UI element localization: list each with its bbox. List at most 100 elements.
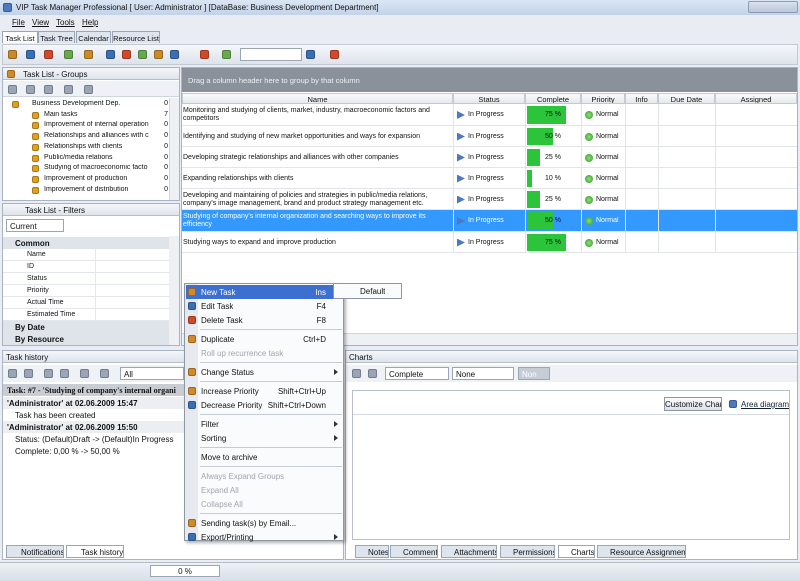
- tree-item[interactable]: Improvement of internal operation: [44, 121, 149, 129]
- panel-tab[interactable]: Resource Assignment: [597, 545, 686, 558]
- icon: [12, 101, 19, 108]
- tree-count: 0: [164, 185, 168, 193]
- filter-value[interactable]: [95, 249, 169, 261]
- submenu-arrow: [334, 435, 338, 441]
- menu-item[interactable]: [186, 285, 343, 299]
- submenu-arrow: [334, 534, 338, 540]
- icon: [8, 50, 17, 59]
- panel-tab[interactable]: Charts: [558, 545, 595, 558]
- tree-item[interactable]: Improvement of production: [44, 174, 128, 182]
- priority-icon: [585, 153, 593, 162]
- icon: [122, 50, 131, 59]
- tree-item[interactable]: Business Development Dep.: [32, 100, 121, 107]
- menu-label: Always Expand Groups: [201, 472, 285, 481]
- task-priority: Normal: [596, 132, 619, 140]
- combo[interactable]: Current: [6, 219, 64, 232]
- column-header[interactable]: Assigned: [715, 93, 797, 104]
- menu-item[interactable]: File: [12, 18, 25, 27]
- combo[interactable]: Non: [518, 367, 550, 380]
- task-status: In Progress: [468, 153, 504, 161]
- menu-label: Decrease Priority: [201, 401, 263, 410]
- menu-item[interactable]: Help: [82, 18, 99, 27]
- tree-item[interactable]: Improvement of distribution: [44, 185, 129, 193]
- menu-shortcut: F4: [316, 302, 326, 311]
- tree-item[interactable]: Relationships and alliances with c: [44, 132, 149, 140]
- icon: [306, 50, 315, 59]
- filter-value[interactable]: [95, 285, 169, 297]
- filter-value[interactable]: [95, 261, 169, 273]
- task-row[interactable]: [182, 104, 797, 126]
- task-name[interactable]: Studying of company's internal organizat…: [183, 213, 426, 228]
- column-header[interactable]: Priority: [581, 93, 625, 104]
- complete-bar: [527, 234, 566, 251]
- combo[interactable]: None: [452, 367, 514, 380]
- filter-value[interactable]: [95, 309, 169, 321]
- task-row[interactable]: [182, 168, 797, 189]
- task-status: In Progress: [468, 195, 504, 203]
- menu-label: Expand All: [201, 486, 239, 495]
- panel-tab[interactable]: Notes: [355, 545, 389, 558]
- task-name[interactable]: Developing and maintaining of policies a…: [183, 191, 428, 207]
- panel-tab[interactable]: Attachments: [441, 545, 497, 558]
- column-header[interactable]: Info: [625, 93, 658, 104]
- column-header[interactable]: Name: [182, 93, 453, 104]
- icon: [26, 85, 35, 94]
- panel-tab[interactable]: Permissions: [500, 545, 555, 558]
- combo[interactable]: All: [120, 367, 184, 380]
- task-row[interactable]: [182, 189, 797, 210]
- context-menu: [184, 283, 344, 541]
- filter-value[interactable]: [95, 297, 169, 309]
- task-name[interactable]: Expanding relationships with clients: [183, 174, 294, 182]
- submenu-item[interactable]: Default: [360, 287, 386, 296]
- link[interactable]: Area diagram: [741, 400, 790, 409]
- panel-tab[interactable]: Task history: [66, 545, 124, 558]
- view-tab[interactable]: Resource List: [112, 31, 160, 43]
- column-header[interactable]: Due Date: [658, 93, 715, 104]
- tree-item[interactable]: Public/media relations: [44, 153, 113, 161]
- icon: [84, 85, 93, 94]
- cell-border: [453, 147, 454, 168]
- icon: [32, 165, 39, 173]
- view-tab[interactable]: Task List: [2, 31, 38, 43]
- menu-label: Filter: [201, 420, 219, 429]
- tree-item[interactable]: Relationships with clients: [44, 142, 123, 150]
- menu-label: Export/Printing: [201, 533, 254, 542]
- view-tab[interactable]: Task Tree: [38, 31, 75, 43]
- toolbar-combo[interactable]: [240, 48, 302, 61]
- filter-value[interactable]: [95, 273, 169, 285]
- task-row[interactable]: [182, 210, 797, 232]
- combo[interactable]: Complete: [385, 367, 449, 380]
- task-name[interactable]: Monitoring and studying of clients, mark…: [183, 107, 430, 122]
- task-row[interactable]: [182, 147, 797, 168]
- button[interactable]: Customize Chart: [664, 397, 722, 411]
- status-icon: [457, 132, 465, 141]
- column-header[interactable]: Complete: [525, 93, 581, 104]
- menu-label: New Task: [201, 288, 236, 297]
- tree-count: 0: [164, 132, 168, 140]
- task-row[interactable]: [182, 126, 797, 147]
- panel-tab[interactable]: Comments: [390, 545, 438, 558]
- view-tab[interactable]: Calendar: [76, 31, 111, 43]
- menu-gutter: [185, 284, 198, 540]
- tree-item[interactable]: Studying of macroeconomic facto: [44, 164, 148, 172]
- column-header[interactable]: Status: [453, 93, 525, 104]
- window-title: VIP Task Manager Professional [ User: Ad…: [16, 3, 379, 12]
- menu-item[interactable]: View: [32, 18, 50, 27]
- complete-bar: [527, 191, 540, 208]
- chart-box: [352, 390, 790, 540]
- menu-item[interactable]: Tools: [56, 18, 75, 27]
- cell-border: [453, 104, 454, 126]
- task-row[interactable]: [182, 232, 797, 253]
- tree-item[interactable]: Main tasks: [44, 110, 78, 118]
- task-name[interactable]: Developing strategic relationships and a…: [183, 153, 399, 161]
- icon: [32, 122, 39, 130]
- task-name[interactable]: Studying ways to expand and improve prod…: [183, 238, 336, 246]
- panel-tab[interactable]: Notifications: [6, 545, 64, 558]
- menu-label: Collapse All: [201, 500, 243, 509]
- task-name[interactable]: Identifying and studying of new market o…: [183, 132, 420, 140]
- filter-field: Name: [3, 249, 169, 261]
- cell-border: [625, 210, 626, 232]
- cell-border: [581, 232, 582, 253]
- status-icon: [457, 174, 465, 183]
- icon: [24, 369, 33, 378]
